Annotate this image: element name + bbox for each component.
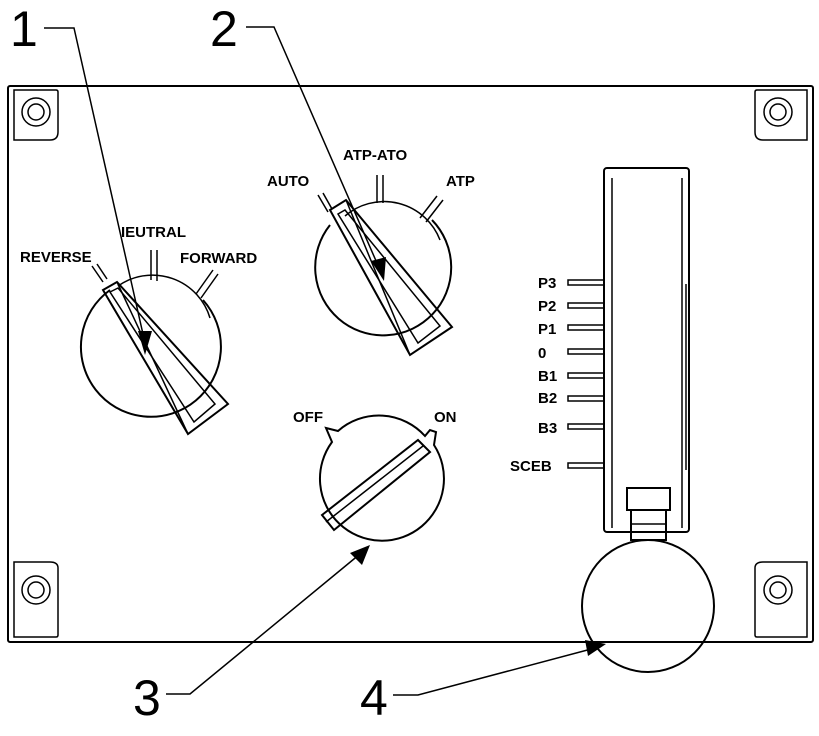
tick-atp bbox=[419, 195, 438, 219]
callout-1-leader bbox=[44, 27, 152, 355]
position-tick-p1 bbox=[567, 324, 605, 331]
panel-plate bbox=[7, 85, 814, 643]
position-label-p2: P2 bbox=[538, 298, 556, 315]
mounting-screw-bottom-left bbox=[13, 561, 59, 638]
callout-4: 4 bbox=[360, 670, 388, 726]
mode-switch-handle bbox=[328, 198, 454, 357]
direction-switch-handle bbox=[101, 280, 230, 436]
position-tick-b3 bbox=[567, 423, 605, 430]
position-label-sceb: SCEB bbox=[510, 458, 552, 475]
position-label-b3: B3 bbox=[538, 420, 557, 437]
position-tick-p2 bbox=[567, 302, 605, 309]
position-label-0: 0 bbox=[538, 345, 546, 362]
mounting-screw-top-right bbox=[754, 89, 808, 141]
callout-4-leader bbox=[393, 640, 606, 696]
label-auto: AUTO bbox=[267, 173, 310, 190]
callout-1: 1 bbox=[10, 1, 38, 57]
tick-auto bbox=[317, 194, 329, 213]
direction-switch bbox=[79, 250, 230, 436]
label-neutral: IEUTRAL bbox=[121, 224, 186, 241]
master-controller bbox=[581, 167, 715, 673]
mode-switch bbox=[314, 175, 454, 357]
label-atp: ATP bbox=[446, 173, 475, 190]
position-tick-sceb bbox=[567, 462, 605, 469]
label-on: ON bbox=[434, 409, 457, 426]
position-tick-0 bbox=[567, 348, 605, 355]
label-reverse: REVERSE bbox=[20, 249, 92, 266]
callout-2-leader bbox=[246, 26, 386, 281]
position-label-p3: P3 bbox=[538, 275, 556, 292]
mounting-screw-top-left bbox=[13, 89, 59, 141]
position-label-b2: B2 bbox=[538, 390, 557, 407]
callout-3-leader bbox=[166, 545, 370, 695]
tick-forward bbox=[195, 269, 214, 295]
position-tick-p3 bbox=[567, 279, 605, 286]
position-tick-b1 bbox=[567, 372, 605, 379]
label-forward: FORWARD bbox=[180, 250, 257, 267]
callout-2: 2 bbox=[210, 1, 238, 57]
power-switch-handle bbox=[320, 438, 432, 532]
tick-reverse bbox=[91, 265, 104, 283]
callout-3: 3 bbox=[133, 670, 161, 726]
position-label-p1: P1 bbox=[538, 321, 556, 338]
position-tick-b2 bbox=[567, 395, 605, 402]
power-switch bbox=[318, 414, 445, 542]
position-label-b1: B1 bbox=[538, 368, 557, 385]
label-off: OFF bbox=[293, 409, 323, 426]
label-atp-ato: ATP-ATO bbox=[343, 147, 407, 164]
master-controller-slot bbox=[603, 167, 690, 533]
mounting-screw-bottom-right bbox=[754, 561, 808, 638]
master-controller-knob bbox=[581, 539, 715, 673]
